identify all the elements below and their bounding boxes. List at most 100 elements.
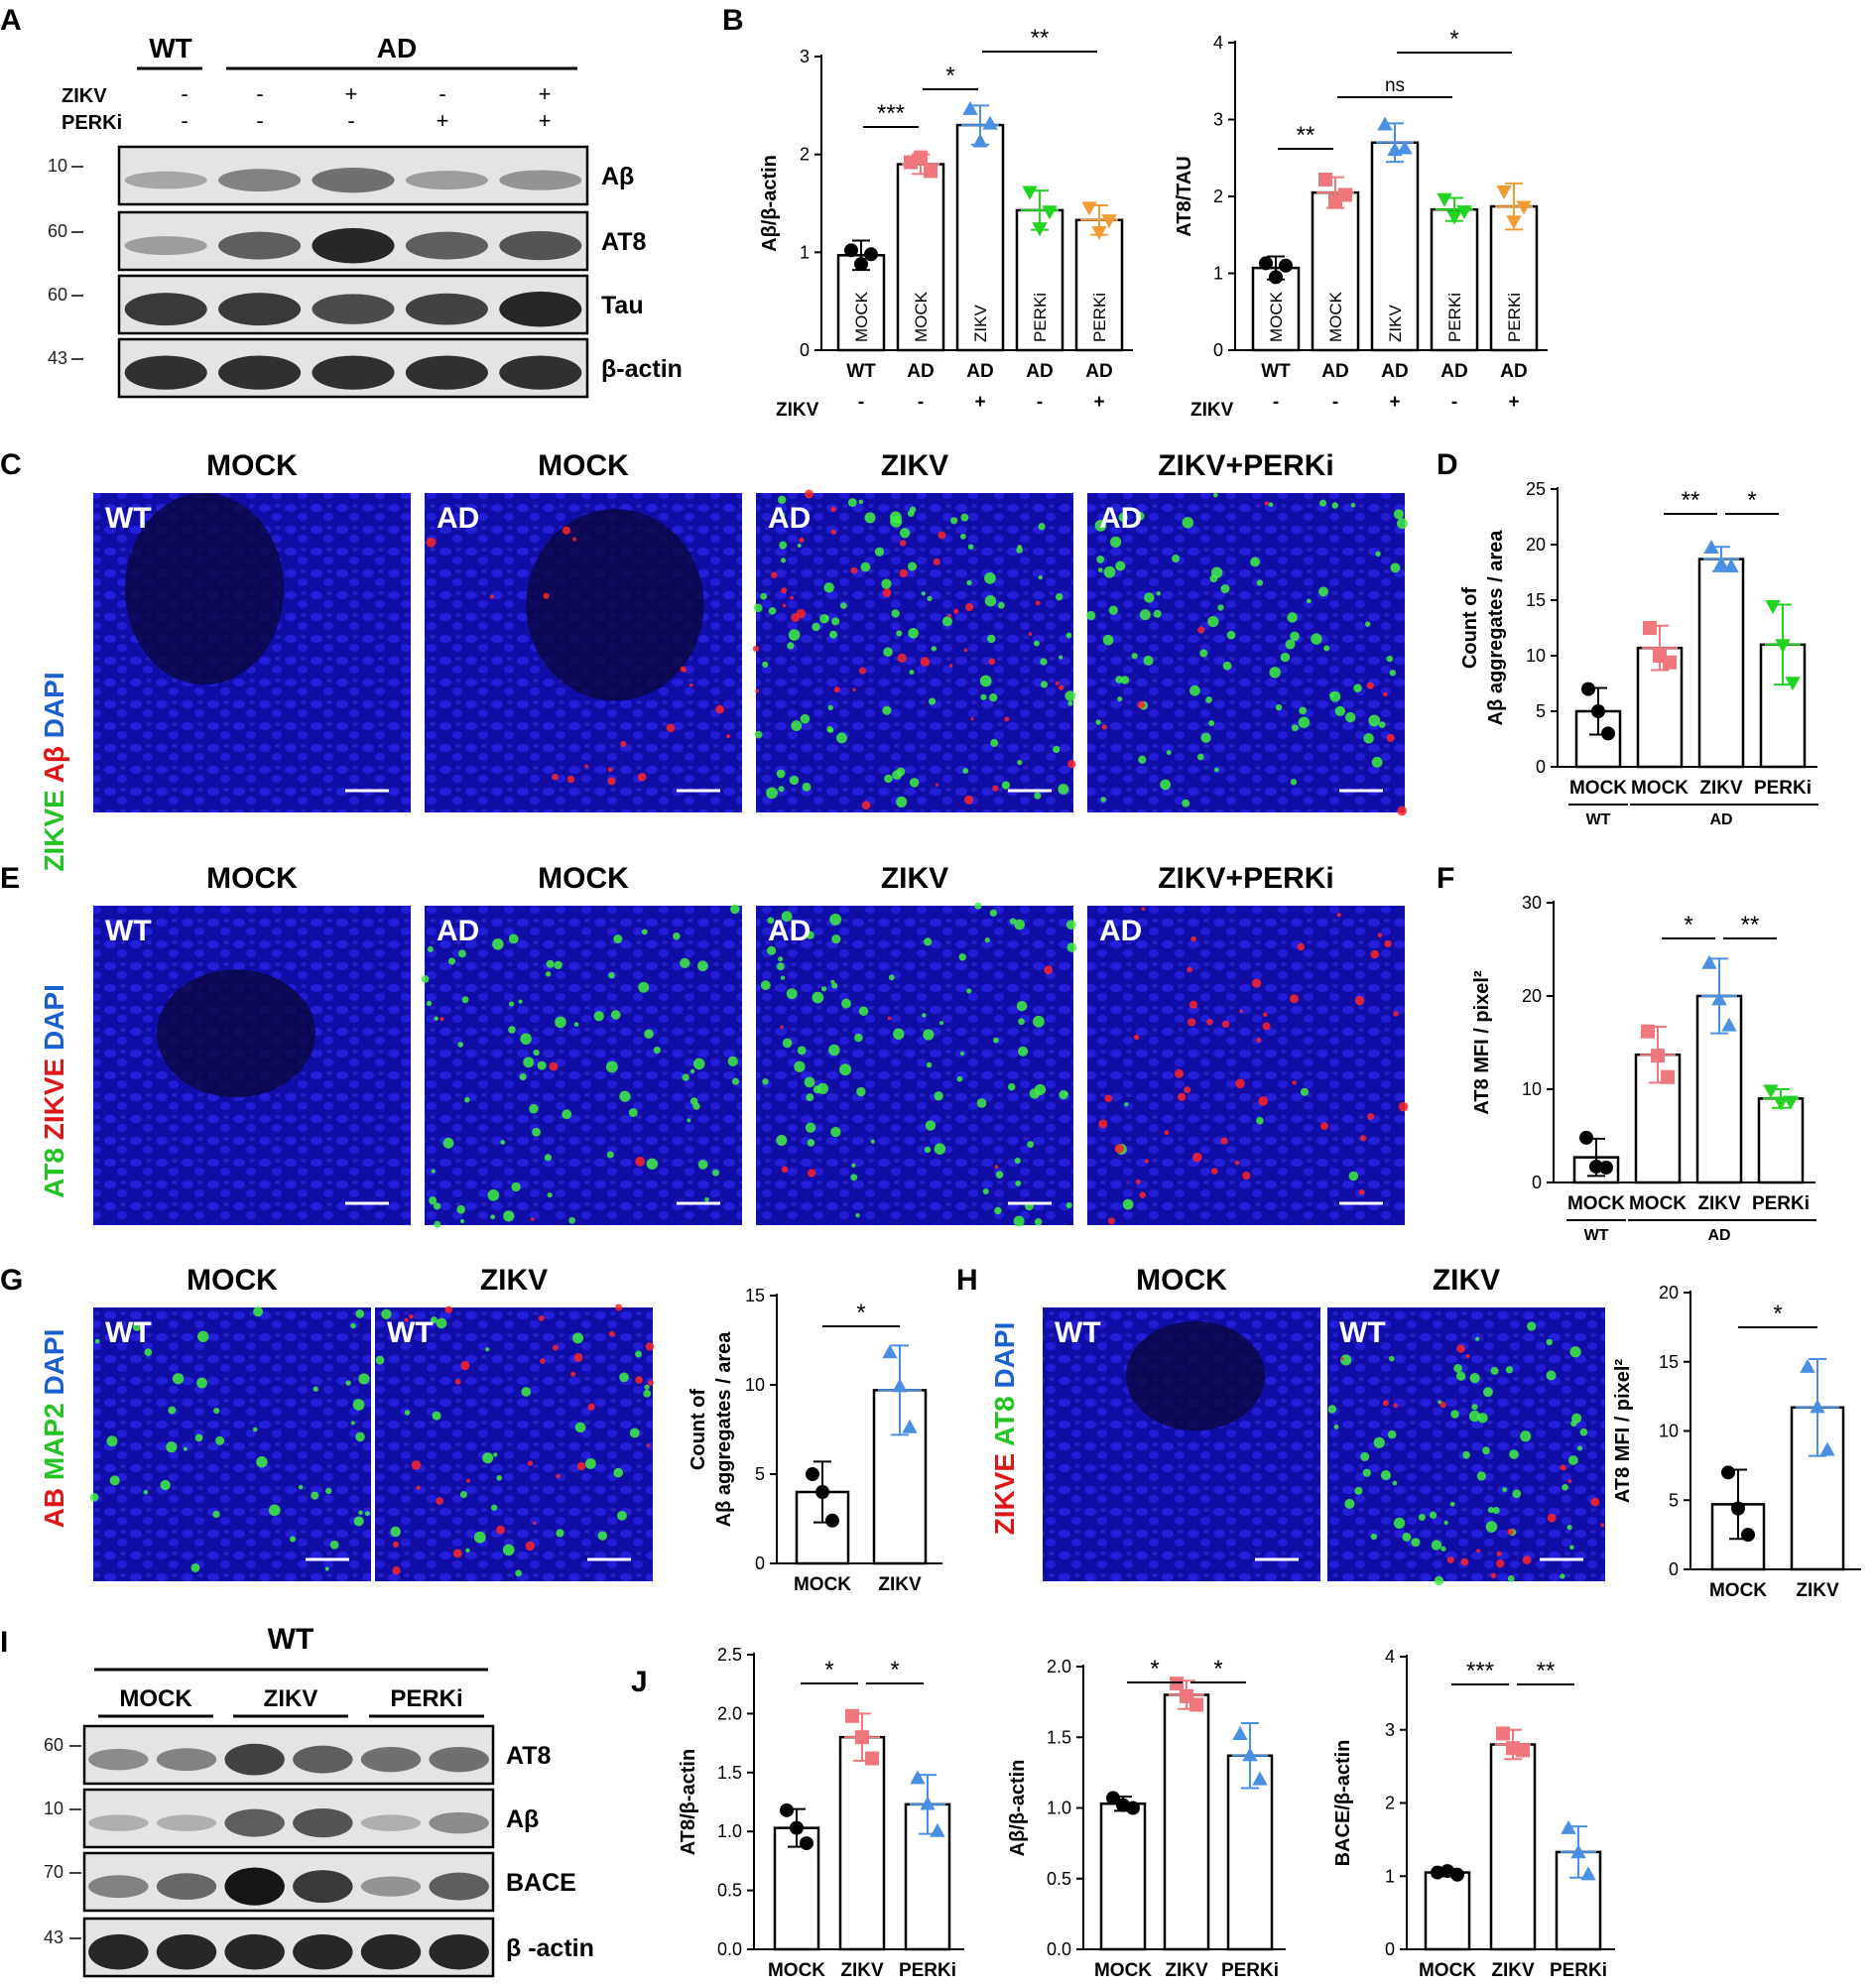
- image-c-3-green-signal: [1095, 719, 1101, 725]
- image-e-3-red-signal: [1139, 1191, 1147, 1198]
- image-e-3-red-signal: [1239, 1009, 1243, 1014]
- image-e-3-red-signal: [1164, 1130, 1170, 1136]
- mw-marker-a-2: 60: [48, 285, 67, 305]
- data-point: [1101, 214, 1117, 229]
- header-ad: AD: [377, 33, 417, 63]
- image-c-2-green-signal: [802, 782, 812, 792]
- image-e-2-green-signal: [830, 1126, 841, 1138]
- image-c-3-green-signal: [1290, 631, 1300, 642]
- image-c-2-green-signal: [881, 578, 892, 589]
- image-c-0-tag: WT: [105, 502, 152, 535]
- image-e-1-green-signal: [532, 1127, 541, 1137]
- image-e-3-red-signal: [1188, 1000, 1198, 1009]
- image-c-2-green-signal: [812, 622, 820, 632]
- image-c-2-green-signal: [823, 582, 834, 593]
- image-e-2-green-signal: [782, 1038, 793, 1049]
- image-g-0-green-signal: [268, 1504, 281, 1517]
- blot-i-0-band: [360, 1746, 422, 1773]
- data-point: [1170, 1677, 1184, 1691]
- image-g-1-red-signal: [615, 1304, 623, 1311]
- significance-label: *: [856, 1300, 865, 1326]
- data-point: [1377, 116, 1393, 131]
- image-h-1-green-signal: [1393, 1517, 1406, 1529]
- bar: [1163, 1693, 1210, 1951]
- image-g-1-red-signal: [436, 1497, 443, 1505]
- data-point: [1599, 1160, 1613, 1175]
- blot-a-2-band: [405, 293, 488, 325]
- image-g-1-green-signal: [584, 1457, 596, 1469]
- y-tick-label: 0.5: [717, 1881, 742, 1901]
- blot-i-0-band: [88, 1748, 149, 1771]
- blot-i-0-band: [293, 1745, 353, 1774]
- y-axis-label: Count of Aβ aggregates / area: [688, 1331, 735, 1528]
- panel-letter-d: D: [1437, 448, 1458, 481]
- image-c-2-red-signal: [861, 801, 871, 810]
- data-point: [1091, 226, 1107, 241]
- image-c-3-green-signal: [1209, 574, 1218, 583]
- image-h-1-red-signal: [1496, 1551, 1502, 1556]
- data-point: [1773, 1096, 1789, 1111]
- blot-i-2-band: [224, 1867, 285, 1906]
- data-point: [1711, 991, 1727, 1006]
- image-g-1-green-signal: [493, 1452, 498, 1457]
- image-c-3-green-signal: [1269, 667, 1281, 679]
- image-g-0-green-signal: [355, 1431, 365, 1442]
- image-g-1-red-signal: [392, 1566, 401, 1575]
- bar: [896, 163, 945, 352]
- image-e-2-green-signal: [786, 988, 798, 1000]
- x-category-label: AD: [907, 361, 934, 382]
- bar: [1489, 1743, 1537, 1951]
- image-c-1-red-signal: [566, 775, 575, 784]
- y-axis-label: AT8/TAU: [1174, 156, 1195, 236]
- image-e-3-red-signal: [1336, 913, 1341, 918]
- image-c-3-green-signal: [1375, 551, 1381, 558]
- image-h-1-green-signal: [1560, 1573, 1565, 1579]
- image-h-1-green-signal: [1507, 1574, 1515, 1582]
- image-e-1-green-signal: [508, 933, 519, 944]
- image-e-2-green-signal: [829, 913, 842, 926]
- image-c-0-column-title: MOCK: [206, 449, 298, 482]
- image-e-3-red-signal: [1251, 978, 1262, 988]
- blot-a-3-band: [218, 355, 302, 390]
- image-h-1-red-signal: [1590, 1497, 1600, 1507]
- data-point: [1601, 726, 1615, 741]
- image-c-2-green-signal: [779, 541, 788, 550]
- image-c-3-green-signal: [1094, 520, 1107, 532]
- data-point: [1032, 222, 1048, 237]
- image-e-3-red-signal: [1234, 1160, 1240, 1166]
- image-g-0-green-signal: [324, 1566, 329, 1571]
- image-c-2-green-signal: [791, 720, 803, 731]
- image-e-1-green-signal: [520, 1033, 532, 1046]
- image-c-3-green-signal: [1200, 732, 1211, 743]
- mw-marker-i-0: 60: [44, 1735, 63, 1755]
- image-g-0-green-signal: [364, 1511, 370, 1517]
- image-e-1-green-signal: [687, 1118, 691, 1123]
- image-g-1-red-signal: [409, 1313, 414, 1319]
- image-h-1-green-signal: [1360, 1451, 1370, 1461]
- data-point: [1496, 1726, 1510, 1741]
- image-e-1-green-signal: [573, 1022, 579, 1027]
- image-c-2-red-signal: [933, 558, 940, 565]
- image-c-2-green-signal: [768, 606, 777, 615]
- data-point: [815, 1485, 829, 1499]
- image-e-2-green-signal: [1066, 942, 1077, 952]
- image-e-1-green-signal: [433, 1202, 441, 1210]
- image-c-3-green-signal: [1319, 499, 1327, 507]
- data-point: [892, 1378, 908, 1393]
- y-tick-label: 1.0: [717, 1821, 742, 1841]
- data-point: [1081, 201, 1097, 216]
- significance-label: *: [1684, 912, 1692, 938]
- data-point: [1397, 140, 1413, 155]
- image-g-0-green-signal: [298, 1484, 304, 1490]
- blot-label-a-1: AT8: [601, 228, 646, 256]
- zikv-sign: -: [1273, 392, 1279, 413]
- blot-a-1-band: [218, 231, 302, 260]
- image-e-2-green-signal: [924, 1146, 932, 1154]
- image-h-1-green-signal: [1429, 1511, 1438, 1520]
- blot-a-2-band: [218, 293, 302, 326]
- blot-i-2-band: [360, 1876, 422, 1897]
- image-h-1-red-signal: [1600, 1523, 1605, 1528]
- data-point: [825, 1513, 839, 1528]
- image-g-1-red-signal: [444, 1305, 452, 1314]
- image-e-3-red-signal: [1359, 1135, 1367, 1142]
